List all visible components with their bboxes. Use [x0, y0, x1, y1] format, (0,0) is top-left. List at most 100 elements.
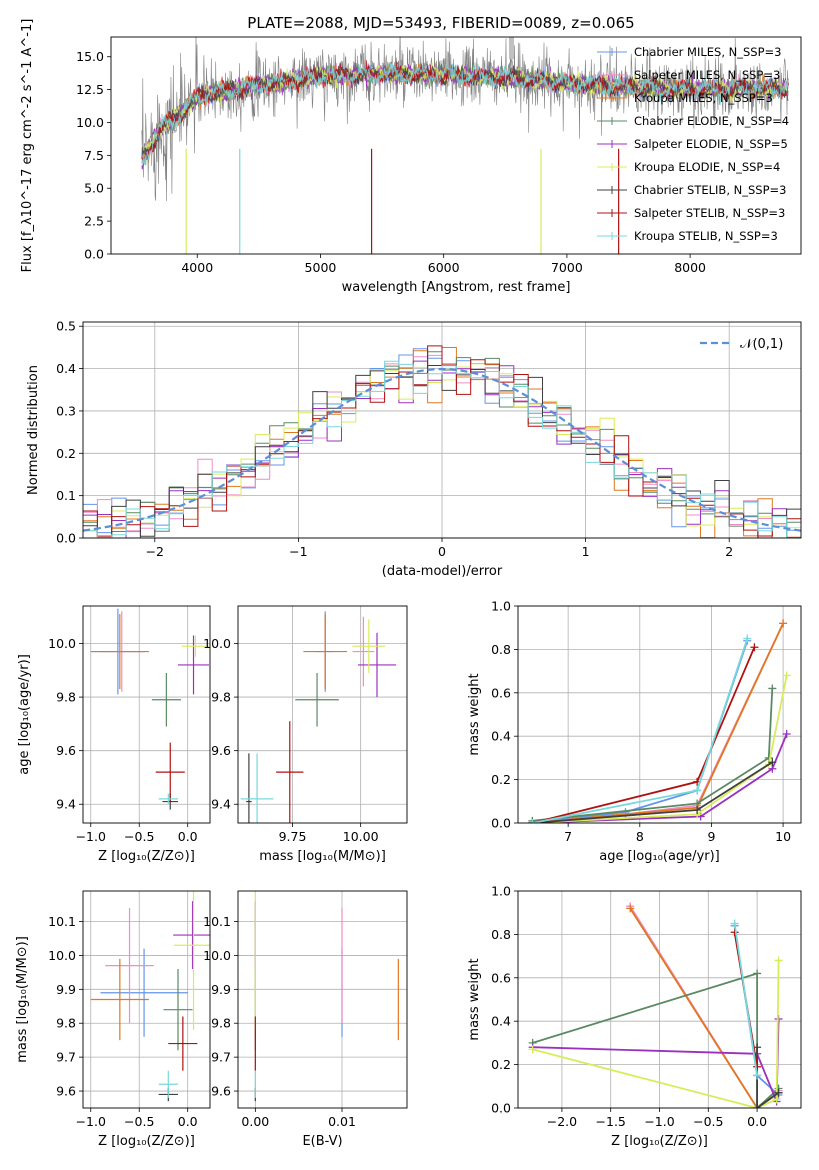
- y-tick-label: 9.8: [56, 690, 76, 705]
- data-point: [246, 753, 252, 823]
- y-tick-label: 0.4: [56, 361, 76, 376]
- x-axis-label: (data-model)/error: [382, 564, 503, 579]
- y-axis-label: Flux [f_λ10^-17 erg cm^-2 s^-1 A^-1]: [20, 19, 35, 273]
- y-tick-label: 9.6: [56, 1084, 76, 1099]
- x-tick-label: −1.0: [76, 1114, 106, 1129]
- y-tick-label: 9.4: [211, 797, 231, 812]
- weight-series: [528, 671, 791, 823]
- y-tick-label: 10.0: [76, 115, 104, 130]
- legend-label: Salpeter STELIB, N_SSP=3: [634, 206, 785, 220]
- y-tick-label: 9.7: [56, 1050, 76, 1065]
- y-tick-label: 9.9: [56, 982, 76, 997]
- y-axis-label: age [log₁₀(age/yr)]: [17, 654, 32, 775]
- weight-series: [528, 1015, 783, 1106]
- weight-series: [730, 919, 762, 1080]
- y-tick-label: 10.1: [203, 914, 231, 929]
- x-tick-label: −2.0: [547, 1114, 577, 1129]
- x-tick-label: −1.0: [644, 1114, 674, 1129]
- y-tick-label: 9.6: [211, 743, 231, 758]
- y-tick-label: 0.8: [491, 927, 511, 942]
- weight_vs_Z-chart: −2.0 −1.5 −1.0 −0.5 0.0 0.0 0.2 0.4 0.6 0.8 1.0 Z […: [467, 884, 802, 1149]
- legend-label: Chabrier STELIB, N_SSP=3: [634, 183, 786, 197]
- data-point: [276, 721, 304, 823]
- data-point: [158, 1070, 179, 1098]
- x-tick-label: −0.5: [124, 1114, 154, 1129]
- data-point: [158, 793, 179, 805]
- weight-marker: [774, 1088, 783, 1097]
- y-tick-label: 1.0: [491, 599, 511, 614]
- x-tick-label: −1: [289, 544, 307, 559]
- x-tick-label: 10.00: [343, 829, 379, 844]
- y-tick-label: 7.5: [84, 148, 104, 163]
- x-tick-label: 0.0: [178, 1114, 198, 1129]
- legend-label: Chabrier ELODIE, N_SSP=4: [634, 114, 789, 128]
- weight-marker: [753, 1104, 762, 1108]
- legend-label: 𝒩(0,1): [740, 337, 783, 352]
- x-tick-label: −1.0: [76, 829, 106, 844]
- weight_vs_age-chart: 7 8 9 10 0.0 0.2 0.4 0.6 0.8 1.0 age [log₁₀(age/yr…: [467, 599, 802, 864]
- y-tick-label: 1.0: [491, 884, 511, 899]
- residuals-plot-area: [83, 345, 801, 538]
- x-tick-label: 1: [582, 544, 590, 559]
- age_vs_mass-plot-area: [240, 611, 397, 823]
- legend-label: Salpeter MILES, N_SSP=3: [634, 68, 780, 82]
- x-tick-label: −0.5: [693, 1114, 723, 1129]
- y-tick-label: 10.0: [48, 948, 76, 963]
- weight-marker: [774, 956, 783, 965]
- x-axis-label: Z [log₁₀(Z/Z⊙)]: [611, 1134, 708, 1149]
- y-tick-label: 10.0: [203, 948, 231, 963]
- x-axis-label: wavelength [Angstrom, rest frame]: [342, 280, 571, 295]
- y-axis-label: mass weight: [467, 958, 482, 1040]
- weight-marker: [743, 634, 752, 643]
- mass_vs_Z-plot-area: [90, 891, 210, 1102]
- weight-marker: [772, 1095, 781, 1104]
- y-tick-label: 0.2: [56, 446, 76, 461]
- weight-marker: [779, 619, 788, 628]
- axes-frame: [82, 890, 211, 1109]
- weight-line: [532, 623, 784, 823]
- x-tick-label: 7: [564, 829, 572, 844]
- y-tick-label: 9.4: [56, 797, 76, 812]
- y-tick-label: 10.0: [203, 636, 231, 651]
- weight-marker: [626, 904, 635, 913]
- weight-series: [528, 619, 788, 823]
- figure-title: PLATE=2088, MJD=53493, FIBERID=0089, z=0…: [247, 14, 634, 32]
- weight-marker: [782, 671, 791, 680]
- data-point: [357, 632, 397, 698]
- y-tick-label: 10.1: [48, 914, 76, 929]
- weight-marker: [693, 805, 702, 814]
- data-point: [352, 616, 375, 687]
- x-axis-label: E(B-V): [302, 1134, 342, 1149]
- weight-marker: [528, 819, 537, 823]
- y-tick-label: 9.9: [211, 982, 231, 997]
- mass_vs_ebv-plot-area: [254, 891, 399, 1102]
- data-point: [240, 753, 274, 823]
- y-tick-label: 9.8: [211, 690, 231, 705]
- weight_vs_age-plot-area: [528, 619, 791, 823]
- weight-marker: [753, 1071, 762, 1080]
- axes-frame: [237, 890, 408, 1109]
- weight-line: [733, 923, 758, 1076]
- y-tick-label: 9.8: [211, 1016, 231, 1031]
- x-tick-label: 0.00: [241, 1114, 269, 1129]
- x-tick-label: 0: [438, 544, 446, 559]
- y-tick-label: 0.0: [84, 247, 104, 262]
- x-tick-label: 2: [725, 544, 733, 559]
- axes-frame: [82, 605, 211, 824]
- data-point: [303, 614, 348, 690]
- legend-label: Salpeter ELODIE, N_SSP=5: [634, 137, 788, 151]
- y-tick-label: 0.1: [56, 488, 76, 503]
- age_vs_Z-chart: −1.0 −0.5 0.0 9.4 9.6 9.8 10.0 Z [log₁₀(Z/Z⊙)] a…: [17, 605, 211, 864]
- x-tick-label: 0.01: [328, 1114, 356, 1129]
- x-tick-label: 8: [636, 829, 644, 844]
- weight-marker: [750, 643, 759, 652]
- data-point: [163, 968, 193, 1051]
- data-point: [181, 635, 210, 657]
- axes-frame: [237, 605, 408, 824]
- weight-marker: [528, 1045, 537, 1054]
- mass_vs_ebv-chart: 0.00 0.01 9.6 9.7 9.8 9.9 10.0 10.1 E(B-V): [203, 890, 408, 1149]
- y-tick-label: 0.3: [56, 403, 76, 418]
- legend: 𝒩(0,1): [700, 337, 783, 352]
- y-tick-label: 0.6: [491, 970, 511, 985]
